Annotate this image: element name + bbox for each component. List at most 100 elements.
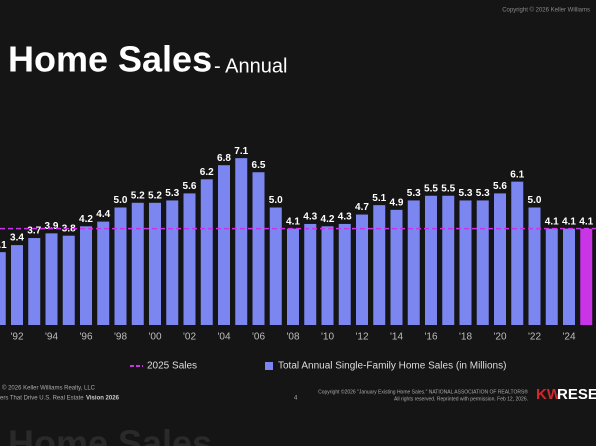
bar [425,195,437,325]
value-label: 5.3 [165,188,179,199]
bar [183,193,196,325]
x-tick-label: '24 [562,332,575,343]
value-label: 3.1 [0,240,7,251]
bar [62,235,75,325]
bar [287,228,299,325]
bar [28,238,41,325]
x-tick-label: '12 [355,332,368,343]
bar [390,209,403,325]
legend-swatch [265,362,273,370]
bar [321,226,334,325]
bar [373,205,386,325]
value-label: 7.1 [234,146,248,157]
bar [252,172,265,325]
value-label: 4.1 [579,216,593,227]
value-label: 3.9 [45,221,59,232]
value-label: 5.0 [269,195,283,206]
x-tick-label: '16 [424,332,437,343]
value-label: 3.7 [27,226,41,237]
value-label: 4.1 [562,216,576,227]
bar [114,207,127,325]
source: All rights reserved. Reprinted with perm… [394,396,528,402]
value-label: 5.3 [459,188,473,199]
x-tick-label: '18 [459,332,472,343]
bar [0,252,6,325]
copyright-top: Copyright © 2026 Keller Williams [502,7,590,14]
bar [580,228,593,325]
x-tick-label: '02 [183,332,196,343]
value-label: 5.5 [441,183,455,194]
value-label: 4.2 [321,214,335,225]
value-label: 5.3 [407,188,421,199]
bar [476,200,489,325]
x-tick-label: '08 [286,332,299,343]
legend-label: 2025 Sales [147,361,197,372]
bar [442,195,455,325]
value-label: 4.1 [286,216,300,227]
value-label: 5.5 [424,183,438,194]
bar [149,202,161,325]
value-label: 6.2 [200,167,214,178]
bar [45,233,58,325]
bar [407,200,420,325]
x-tick-label: '22 [528,332,541,343]
bar [356,214,368,325]
bar [528,207,541,325]
bar [218,165,230,325]
value-label: 4.7 [355,202,369,213]
value-label: 4.3 [303,212,317,223]
bar [338,223,351,325]
value-label: 4.9 [390,197,404,208]
logo-kw: KW [536,386,562,403]
page-number: 4 [294,396,298,402]
value-label: 4.3 [338,212,352,223]
value-label: 5.2 [131,190,145,201]
x-tick-label: '04 [217,332,230,343]
bar [494,193,506,325]
x-tick-label: '14 [390,332,403,343]
value-label: 4.1 [545,216,559,227]
value-label: 5.0 [114,195,128,206]
bar [166,200,179,325]
x-tick-label: '00 [148,332,161,343]
chart-subtitle: - Annual [214,55,287,77]
bar [235,158,248,325]
bar [80,226,92,325]
value-label: 5.1 [372,193,386,204]
value-label: 5.6 [493,181,507,192]
bar [511,181,524,325]
event: Vision 2026 [86,396,120,402]
legend-label: Total Annual Single-Family Home Sales (i… [278,361,506,372]
x-tick-label: '06 [252,332,265,343]
x-tick-label: '20 [493,332,506,343]
value-label: 5.6 [183,181,197,192]
x-tick-label: '98 [114,332,127,343]
bar [545,228,558,325]
bar [459,200,472,325]
bar [304,223,317,325]
value-label: 6.5 [252,160,266,171]
value-label: 6.1 [510,169,524,180]
ghost-title: Home Sales [8,423,212,446]
bar [131,202,144,325]
value-label: 3.4 [10,233,24,244]
bar [269,207,282,325]
value-label: 4.4 [96,209,110,220]
bar [97,221,110,325]
x-tick-label: '94 [45,332,58,343]
x-tick-label: '10 [321,332,334,343]
tagline: ers That Drive U.S. Real Estate [0,396,84,402]
x-tick-label: '92 [10,332,23,343]
bar [200,179,213,325]
value-label: 6.8 [217,153,231,164]
value-label: 4.2 [79,214,93,225]
x-tick-label: '96 [79,332,92,343]
bar [563,228,575,325]
logo-text: RESEA [557,386,596,403]
chart-title: Home Sales [8,39,212,80]
bar [11,245,23,325]
copyright-left: © 2026 Keller Williams Realty, LLC [2,385,96,392]
value-label: 5.2 [148,190,162,201]
value-label: 5.3 [476,188,490,199]
